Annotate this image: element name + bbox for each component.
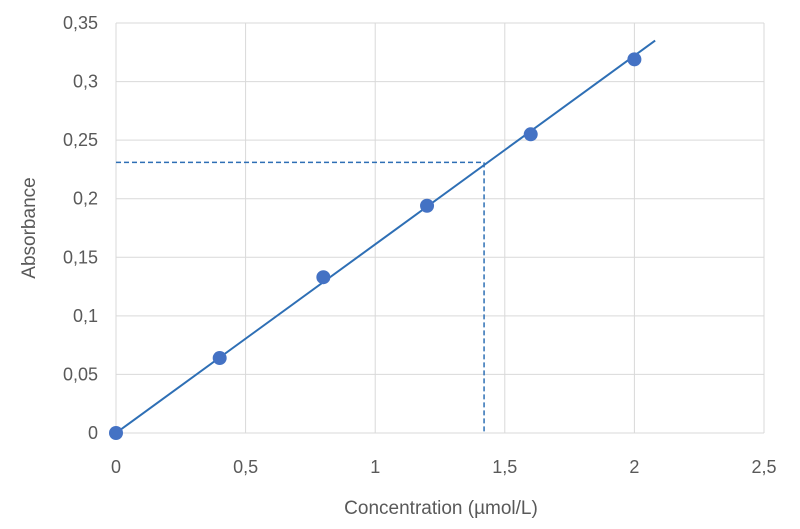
trendline-layer xyxy=(115,39,656,434)
data-point xyxy=(627,52,642,67)
x-tick-label: 0 xyxy=(111,457,121,477)
y-tick-label: 0,25 xyxy=(63,130,98,150)
trendline xyxy=(115,39,656,434)
x-axis-label: Concentration (µmol/L) xyxy=(344,498,538,519)
data-point xyxy=(523,127,538,142)
gridlines xyxy=(115,22,765,434)
x-tick-label: 1,5 xyxy=(492,457,517,477)
x-tick-label: 2,5 xyxy=(751,457,776,477)
y-tick-label: 0,05 xyxy=(63,364,98,384)
y-tick-label: 0,35 xyxy=(63,13,98,33)
data-point xyxy=(316,270,331,285)
y-tick-label: 0 xyxy=(88,423,98,443)
x-tick-label: 2 xyxy=(629,457,639,477)
y-axis-label: Absorbance xyxy=(19,177,40,278)
data-point xyxy=(109,426,123,440)
y-tick-label: 0,2 xyxy=(73,189,98,209)
y-tick-labels: 0 0,05 0,1 0,15 0,2 0,25 0,3 0,35 xyxy=(63,13,98,443)
data-point xyxy=(212,351,227,366)
x-tick-labels: 0 0,5 1 1,5 2 2,5 xyxy=(111,457,777,477)
data-point xyxy=(420,198,435,213)
reference-guides xyxy=(116,161,485,433)
x-tick-label: 0,5 xyxy=(233,457,258,477)
x-tick-label: 1 xyxy=(370,457,380,477)
data-points xyxy=(109,52,642,440)
y-tick-label: 0,3 xyxy=(73,72,98,92)
y-tick-label: 0,15 xyxy=(63,247,98,267)
y-tick-label: 0,1 xyxy=(73,306,98,326)
